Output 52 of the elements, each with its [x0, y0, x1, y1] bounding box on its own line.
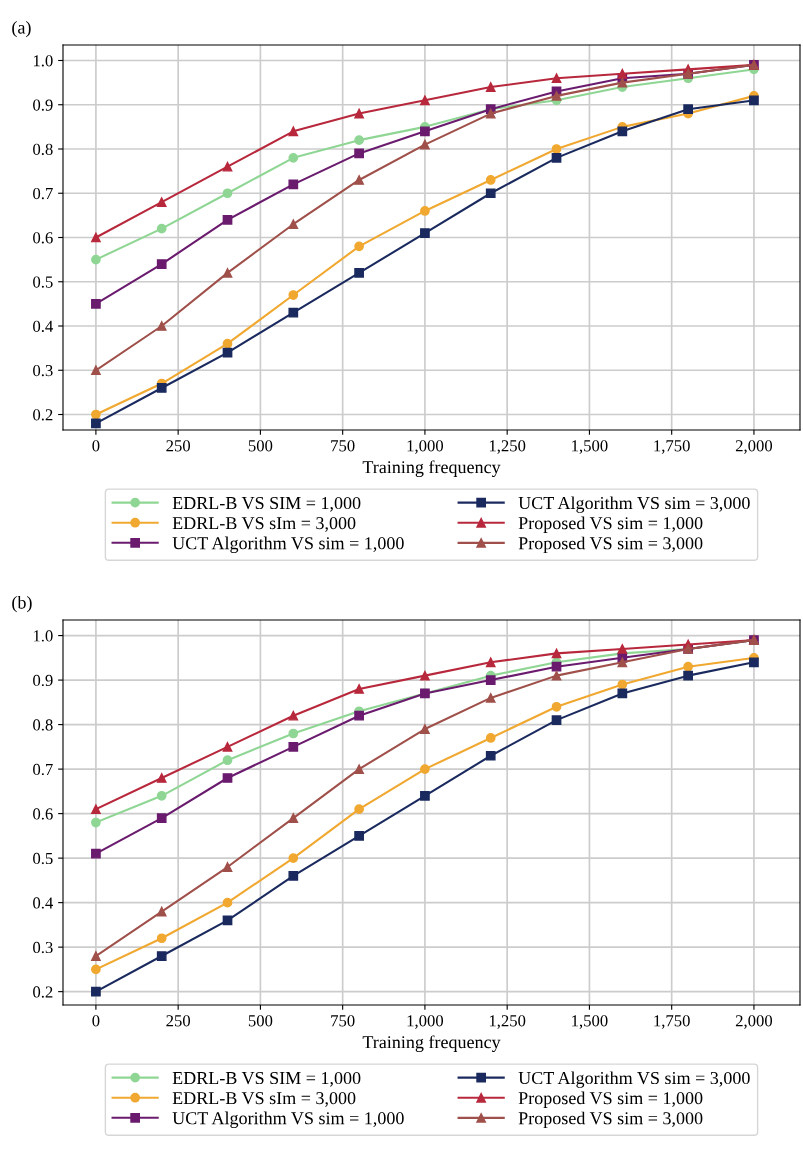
legend-label: UCT Algorithm VS sim = 3,000: [518, 1071, 750, 1088]
y-tick-label: 0.9: [33, 99, 53, 111]
x-tick-label: 0: [92, 1015, 100, 1027]
chart-title: (b): [12, 595, 32, 613]
x-tick-label: 250: [166, 440, 191, 452]
x-tick-label: 0: [92, 440, 100, 452]
y-tick-label: 0.8: [33, 719, 53, 731]
y-tick-label: 1.0: [33, 55, 53, 67]
x-tick-label: 1,250: [489, 440, 526, 454]
x-tick-label: 2,000: [735, 1015, 773, 1029]
legend-label: EDRL-B VS SIM = 1,000: [172, 1071, 361, 1087]
legend-label: EDRL-B VS sIm = 3,000: [172, 517, 356, 532]
y-tick-label: 0.8: [33, 143, 53, 156]
x-tick-label: 1,000: [407, 440, 444, 454]
legend-label: UCT Algorithm VS sim = 1,000: [172, 1111, 404, 1129]
x-tick-label: 250: [166, 1015, 191, 1027]
y-tick-label: 0.7: [33, 187, 53, 200]
legend-label: UCT Algorithm VS sim = 1,000: [172, 536, 404, 554]
x-tick-label: 1,750: [654, 440, 690, 454]
legend-label: Proposed VS sim = 1,000: [518, 516, 703, 533]
y-tick-label: 0.4: [33, 320, 54, 333]
legend-label: Proposed VS sim = 3,000: [518, 536, 703, 554]
x-tick-label: 500: [248, 440, 273, 452]
y-tick-label: 0.6: [33, 808, 53, 820]
y-tick-label: 0.2: [33, 409, 53, 421]
x-tick-label: 1,250: [489, 1015, 526, 1029]
x-axis-title: Training frequency: [362, 460, 501, 477]
chart-title: (a): [12, 20, 31, 38]
x-axis-title: Training frequency: [362, 1035, 501, 1052]
y-tick-label: 0.9: [33, 674, 53, 687]
legend-label: UCT Algorithm VS sim = 3,000: [518, 496, 750, 513]
x-tick-label: 1,500: [572, 440, 608, 454]
x-tick-label: 750: [331, 1015, 355, 1027]
x-tick-label: 2,000: [735, 440, 773, 454]
y-tick-label: 0.3: [33, 364, 53, 377]
x-tick-label: 1,000: [407, 1015, 444, 1029]
legend-label: Proposed VS sim = 3,000: [518, 1111, 703, 1129]
y-tick-label: 0.2: [33, 986, 53, 998]
y-tick-label: 0.5: [33, 276, 53, 288]
x-tick-label: 1,500: [572, 1015, 608, 1029]
legend-label: EDRL-B VS sIm = 3,000: [172, 1092, 356, 1107]
x-tick-label: 1,750: [654, 1015, 690, 1029]
legend-label: EDRL-B VS SIM = 1,000: [172, 496, 361, 512]
x-tick-label: 500: [248, 1015, 273, 1027]
y-tick-label: 0.4: [33, 897, 54, 909]
x-tick-label: 750: [331, 440, 355, 452]
legend-label: Proposed VS sim = 1,000: [518, 1091, 703, 1108]
y-tick-label: 0.5: [33, 852, 53, 865]
y-tick-label: 0.3: [33, 941, 53, 954]
y-tick-label: 1.0: [33, 630, 53, 642]
y-tick-label: 0.7: [33, 763, 53, 776]
y-tick-label: 0.6: [33, 232, 53, 244]
